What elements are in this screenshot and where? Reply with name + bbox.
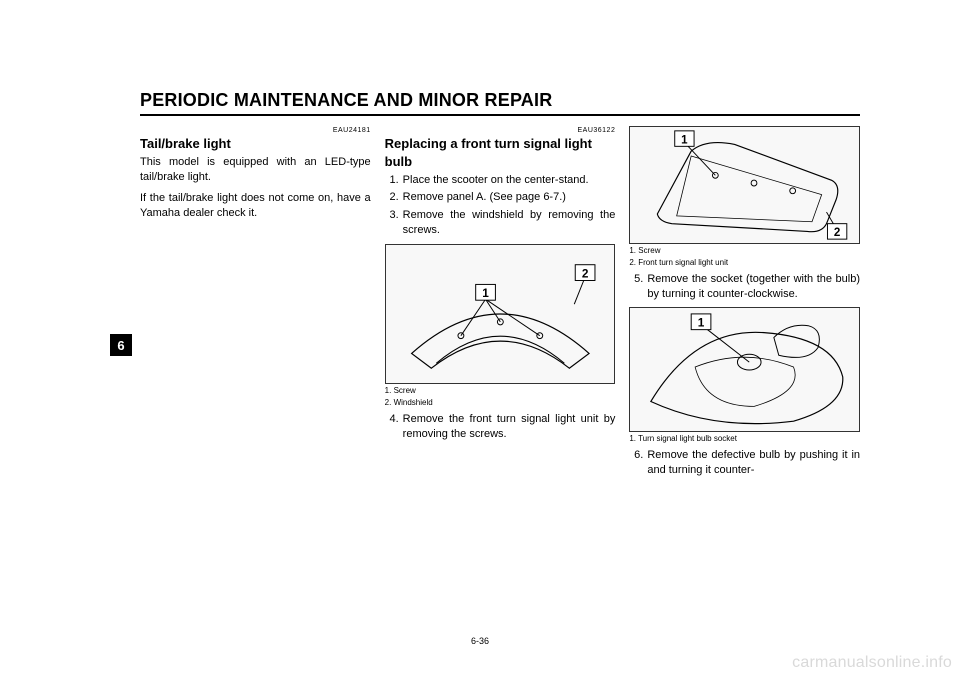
figure-turn-signal-unit: 1 2 1. Screw 2. Front turn signal light … <box>629 126 860 269</box>
svg-text:2: 2 <box>834 226 840 239</box>
figure-caption-line: 1. Screw <box>385 386 616 396</box>
figure-illustration: 1 2 <box>385 244 616 384</box>
figure-caption-line: 2. Front turn signal light unit <box>629 258 860 268</box>
column-2: EAU36122 Replacing a front turn signal l… <box>385 126 616 481</box>
manual-page: 6 PERIODIC MAINTENANCE AND MINOR REPAIR … <box>0 0 960 678</box>
watermark: carmanualsonline.info <box>792 654 952 672</box>
figure-illustration: 1 <box>629 307 860 432</box>
figure-illustration: 1 2 <box>629 126 860 244</box>
ref-code: EAU36122 <box>385 126 616 135</box>
svg-text:2: 2 <box>581 266 588 280</box>
turn-signal-unit-svg: 1 2 <box>630 127 859 243</box>
svg-text:1: 1 <box>698 316 705 330</box>
section-heading-tail-brake: Tail/brake light <box>140 135 371 153</box>
step-number: 1. <box>385 173 403 188</box>
step-number: 4. <box>385 412 403 442</box>
step-text: Remove the windshield by removing the sc… <box>403 208 616 238</box>
columns: EAU24181 Tail/brake light This model is … <box>140 126 860 481</box>
step-number: 2. <box>385 190 403 205</box>
page-title: PERIODIC MAINTENANCE AND MINOR REPAIR <box>140 90 860 116</box>
paragraph: If the tail/brake light does not come on… <box>140 191 371 221</box>
content-area: PERIODIC MAINTENANCE AND MINOR REPAIR EA… <box>140 90 860 630</box>
column-3: 1 2 1. Screw 2. Front turn signal light … <box>629 126 860 481</box>
figure-caption-line: 1. Turn signal light bulb socket <box>629 434 860 444</box>
section-heading-replacing-bulb: Replacing a front turn signal light bulb <box>385 135 616 170</box>
step-number: 6. <box>629 448 647 478</box>
step-list: 1. Place the scooter on the center-stand… <box>385 173 616 238</box>
column-1: EAU24181 Tail/brake light This model is … <box>140 126 371 481</box>
list-item: 3. Remove the windshield by removing the… <box>385 208 616 238</box>
windshield-svg: 1 2 <box>386 245 615 383</box>
svg-text:1: 1 <box>682 133 689 146</box>
list-item: 1. Place the scooter on the center-stand… <box>385 173 616 188</box>
figure-caption-line: 1. Screw <box>629 246 860 256</box>
step-list: 5. Remove the socket (together with the … <box>629 272 860 302</box>
step-text: Place the scooter on the center-stand. <box>403 173 616 188</box>
paragraph: This model is equipped with an LED-type … <box>140 155 371 185</box>
list-item: 4. Remove the front turn signal light un… <box>385 412 616 442</box>
svg-text:1: 1 <box>482 286 489 300</box>
chapter-tab: 6 <box>110 334 132 356</box>
socket-svg: 1 <box>630 308 859 431</box>
figure-caption-line: 2. Windshield <box>385 398 616 408</box>
figure-socket: 1 1. Turn signal light bulb socket <box>629 307 860 444</box>
step-list: 4. Remove the front turn signal light un… <box>385 412 616 442</box>
step-number: 5. <box>629 272 647 302</box>
list-item: 2. Remove panel A. (See page 6-7.) <box>385 190 616 205</box>
figure-windshield: 1 2 1. Screw 2. Windshield <box>385 244 616 409</box>
step-number: 3. <box>385 208 403 238</box>
ref-code: EAU24181 <box>140 126 371 135</box>
step-text: Remove panel A. (See page 6-7.) <box>403 190 616 205</box>
step-text: Remove the defective bulb by pushing it … <box>647 448 860 478</box>
step-list: 6. Remove the defective bulb by pushing … <box>629 448 860 478</box>
list-item: 5. Remove the socket (together with the … <box>629 272 860 302</box>
page-number: 6-36 <box>471 636 489 646</box>
step-text: Remove the socket (together with the bul… <box>647 272 860 302</box>
list-item: 6. Remove the defective bulb by pushing … <box>629 448 860 478</box>
step-text: Remove the front turn signal light unit … <box>403 412 616 442</box>
